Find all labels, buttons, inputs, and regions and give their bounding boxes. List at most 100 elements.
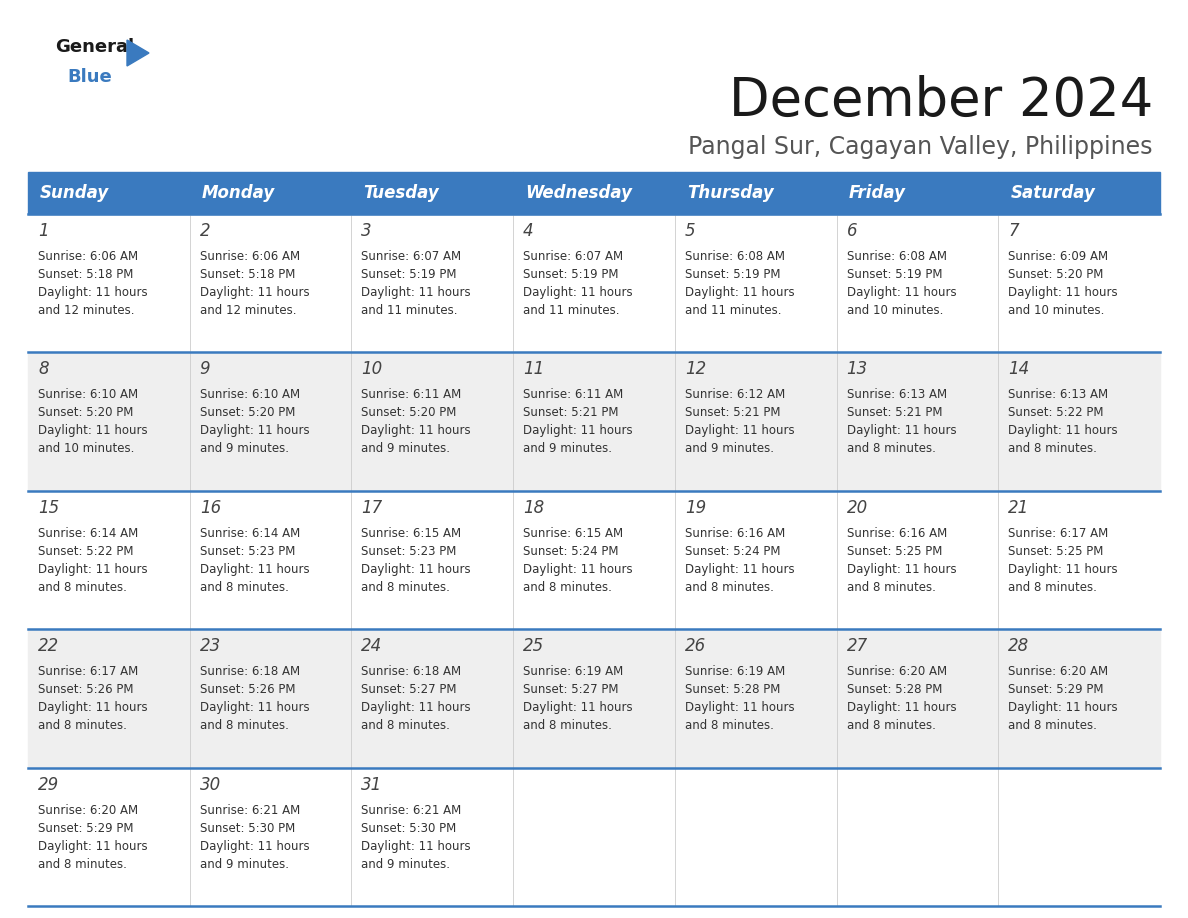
Text: Sunrise: 6:07 AM: Sunrise: 6:07 AM [361, 250, 462, 263]
Text: Sunrise: 6:08 AM: Sunrise: 6:08 AM [847, 250, 947, 263]
Text: 12: 12 [684, 361, 706, 378]
Text: Sunset: 5:22 PM: Sunset: 5:22 PM [38, 544, 133, 558]
Text: 2: 2 [200, 222, 210, 240]
Text: and 11 minutes.: and 11 minutes. [523, 304, 620, 317]
Text: Sunset: 5:30 PM: Sunset: 5:30 PM [361, 822, 456, 834]
Text: Sunrise: 6:13 AM: Sunrise: 6:13 AM [1009, 388, 1108, 401]
Text: Sunset: 5:19 PM: Sunset: 5:19 PM [847, 268, 942, 281]
Text: Tuesday: Tuesday [364, 184, 440, 202]
Text: Sunrise: 6:10 AM: Sunrise: 6:10 AM [38, 388, 138, 401]
Text: Sunset: 5:19 PM: Sunset: 5:19 PM [684, 268, 781, 281]
Text: Sunset: 5:29 PM: Sunset: 5:29 PM [38, 822, 133, 834]
Text: and 10 minutes.: and 10 minutes. [1009, 304, 1105, 317]
Text: Sunset: 5:23 PM: Sunset: 5:23 PM [361, 544, 457, 558]
Text: and 8 minutes.: and 8 minutes. [38, 857, 127, 870]
Text: and 8 minutes.: and 8 minutes. [361, 581, 450, 594]
Text: and 9 minutes.: and 9 minutes. [684, 442, 773, 455]
Text: 1: 1 [38, 222, 49, 240]
Text: Daylight: 11 hours: Daylight: 11 hours [38, 286, 147, 299]
Text: 15: 15 [38, 498, 59, 517]
Text: Sunrise: 6:08 AM: Sunrise: 6:08 AM [684, 250, 785, 263]
Text: Sunrise: 6:17 AM: Sunrise: 6:17 AM [1009, 527, 1108, 540]
Text: Daylight: 11 hours: Daylight: 11 hours [200, 424, 309, 437]
Text: and 8 minutes.: and 8 minutes. [847, 442, 935, 455]
Text: Sunset: 5:25 PM: Sunset: 5:25 PM [847, 544, 942, 558]
Text: and 8 minutes.: and 8 minutes. [361, 719, 450, 733]
Text: Sunset: 5:29 PM: Sunset: 5:29 PM [1009, 683, 1104, 696]
Text: and 10 minutes.: and 10 minutes. [847, 304, 943, 317]
Text: Daylight: 11 hours: Daylight: 11 hours [200, 840, 309, 853]
Text: Sunset: 5:27 PM: Sunset: 5:27 PM [523, 683, 619, 696]
Bar [998, 172, 1159, 214]
Text: and 9 minutes.: and 9 minutes. [523, 442, 612, 455]
Text: 22: 22 [38, 637, 59, 655]
Text: Sunrise: 6:16 AM: Sunrise: 6:16 AM [684, 527, 785, 540]
Text: 11: 11 [523, 361, 544, 378]
Text: Sunrise: 6:10 AM: Sunrise: 6:10 AM [200, 388, 299, 401]
Text: and 8 minutes.: and 8 minutes. [684, 719, 773, 733]
Text: Sunrise: 6:09 AM: Sunrise: 6:09 AM [1009, 250, 1108, 263]
Text: Daylight: 11 hours: Daylight: 11 hours [847, 701, 956, 714]
Text: Daylight: 11 hours: Daylight: 11 hours [38, 701, 147, 714]
Text: Sunrise: 6:19 AM: Sunrise: 6:19 AM [523, 666, 624, 678]
Bar [352, 172, 513, 214]
Text: Monday: Monday [202, 184, 274, 202]
Text: Blue: Blue [67, 68, 112, 86]
Text: 27: 27 [847, 637, 867, 655]
Text: and 9 minutes.: and 9 minutes. [361, 857, 450, 870]
Text: and 9 minutes.: and 9 minutes. [361, 442, 450, 455]
Text: Pangal Sur, Cagayan Valley, Philippines: Pangal Sur, Cagayan Valley, Philippines [689, 135, 1154, 159]
Text: Daylight: 11 hours: Daylight: 11 hours [684, 424, 795, 437]
Text: Daylight: 11 hours: Daylight: 11 hours [361, 286, 472, 299]
Text: and 8 minutes.: and 8 minutes. [684, 581, 773, 594]
Text: and 8 minutes.: and 8 minutes. [38, 719, 127, 733]
Text: Sunset: 5:28 PM: Sunset: 5:28 PM [847, 683, 942, 696]
Text: 23: 23 [200, 637, 221, 655]
Text: Daylight: 11 hours: Daylight: 11 hours [684, 563, 795, 576]
Text: 31: 31 [361, 776, 383, 793]
Text: and 8 minutes.: and 8 minutes. [1009, 719, 1098, 733]
Text: Daylight: 11 hours: Daylight: 11 hours [38, 424, 147, 437]
Text: 18: 18 [523, 498, 544, 517]
Text: and 11 minutes.: and 11 minutes. [361, 304, 457, 317]
Text: 16: 16 [200, 498, 221, 517]
Text: Sunset: 5:30 PM: Sunset: 5:30 PM [200, 822, 295, 834]
Text: 29: 29 [38, 776, 59, 793]
Text: Daylight: 11 hours: Daylight: 11 hours [361, 840, 472, 853]
Text: and 11 minutes.: and 11 minutes. [684, 304, 782, 317]
Text: Sunrise: 6:11 AM: Sunrise: 6:11 AM [523, 388, 624, 401]
Text: Sunrise: 6:12 AM: Sunrise: 6:12 AM [684, 388, 785, 401]
Text: and 9 minutes.: and 9 minutes. [200, 857, 289, 870]
Text: and 8 minutes.: and 8 minutes. [1009, 581, 1098, 594]
Text: Daylight: 11 hours: Daylight: 11 hours [523, 563, 633, 576]
Text: and 12 minutes.: and 12 minutes. [38, 304, 134, 317]
Text: Sunrise: 6:20 AM: Sunrise: 6:20 AM [1009, 666, 1108, 678]
Text: Daylight: 11 hours: Daylight: 11 hours [847, 563, 956, 576]
Text: and 8 minutes.: and 8 minutes. [200, 581, 289, 594]
Bar [513, 172, 675, 214]
Text: December 2024: December 2024 [728, 75, 1154, 127]
Text: Sunset: 5:28 PM: Sunset: 5:28 PM [684, 683, 781, 696]
Text: Sunset: 5:24 PM: Sunset: 5:24 PM [684, 544, 781, 558]
Text: 19: 19 [684, 498, 706, 517]
Text: 5: 5 [684, 222, 695, 240]
Text: 13: 13 [847, 361, 867, 378]
Polygon shape [127, 40, 148, 66]
Text: Sunset: 5:26 PM: Sunset: 5:26 PM [200, 683, 295, 696]
Text: 28: 28 [1009, 637, 1030, 655]
Bar [836, 172, 998, 214]
Bar [29, 491, 1159, 629]
Text: Daylight: 11 hours: Daylight: 11 hours [200, 286, 309, 299]
Text: Sunset: 5:20 PM: Sunset: 5:20 PM [1009, 268, 1104, 281]
Text: Sunset: 5:21 PM: Sunset: 5:21 PM [847, 407, 942, 420]
Bar [190, 172, 352, 214]
Text: Sunset: 5:18 PM: Sunset: 5:18 PM [38, 268, 133, 281]
Text: Sunrise: 6:19 AM: Sunrise: 6:19 AM [684, 666, 785, 678]
Text: 21: 21 [1009, 498, 1030, 517]
Text: Sunset: 5:18 PM: Sunset: 5:18 PM [200, 268, 295, 281]
Text: Sunrise: 6:15 AM: Sunrise: 6:15 AM [523, 527, 624, 540]
Text: 17: 17 [361, 498, 383, 517]
Text: 6: 6 [847, 222, 858, 240]
Text: and 8 minutes.: and 8 minutes. [38, 581, 127, 594]
Text: Sunrise: 6:18 AM: Sunrise: 6:18 AM [361, 666, 462, 678]
